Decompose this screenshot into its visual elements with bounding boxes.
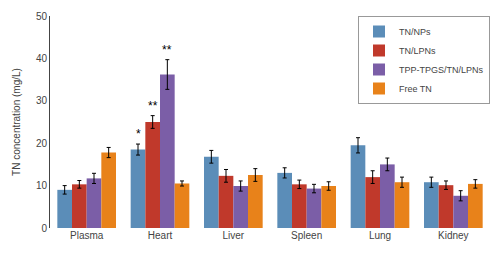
svg-text:Spleen: Spleen bbox=[291, 230, 322, 241]
svg-text:20: 20 bbox=[36, 138, 48, 149]
svg-text:Lung: Lung bbox=[369, 230, 391, 241]
svg-text:TN/NPs: TN/NPs bbox=[399, 27, 431, 37]
svg-text:Kidney: Kidney bbox=[438, 230, 469, 241]
svg-text:TN/LPNs: TN/LPNs bbox=[399, 46, 436, 56]
svg-text:*: * bbox=[136, 127, 141, 141]
svg-text:10: 10 bbox=[36, 180, 48, 191]
svg-text:Plasma: Plasma bbox=[70, 230, 104, 241]
svg-text:TPP-TPGS/TN/LPNs: TPP-TPGS/TN/LPNs bbox=[399, 65, 484, 75]
svg-text:40: 40 bbox=[36, 53, 48, 64]
svg-text:Free TN: Free TN bbox=[399, 84, 432, 94]
svg-text:30: 30 bbox=[36, 95, 48, 106]
svg-text:TN concentration (mg/L): TN concentration (mg/L) bbox=[11, 68, 22, 176]
svg-text:Liver: Liver bbox=[222, 230, 244, 241]
svg-text:50: 50 bbox=[36, 11, 48, 22]
svg-text:Heart: Heart bbox=[148, 230, 173, 241]
svg-text:**: ** bbox=[162, 43, 172, 57]
svg-text:**: ** bbox=[148, 99, 158, 113]
svg-text:0: 0 bbox=[41, 223, 47, 234]
